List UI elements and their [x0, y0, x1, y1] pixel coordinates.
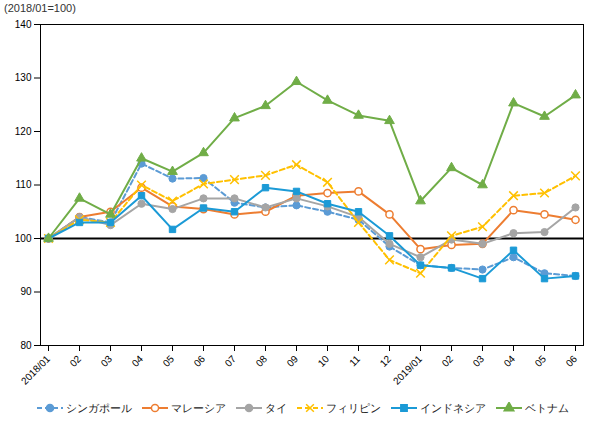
svg-text:04: 04	[502, 353, 518, 369]
svg-text:2019/01: 2019/01	[391, 353, 425, 387]
svg-text:100: 100	[15, 233, 32, 244]
svg-text:02: 02	[440, 353, 456, 369]
svg-text:05: 05	[533, 353, 549, 369]
html-text:マレーシア: マレーシア	[170, 401, 226, 414]
svg-text:120: 120	[15, 126, 32, 137]
html-text:インドネシア: インドネシア	[419, 401, 486, 414]
svg-text:05: 05	[161, 353, 177, 369]
html-text:(2018/01=100): (2018/01=100)	[4, 2, 76, 14]
svg-text:110: 110	[16, 179, 32, 190]
svg-text:2018/01: 2018/01	[19, 353, 53, 387]
svg-text:03: 03	[471, 353, 487, 369]
html-text:ベトナム: ベトナム	[524, 401, 569, 414]
svg-text:04: 04	[130, 353, 146, 369]
svg-text:12: 12	[378, 353, 394, 369]
svg-text:90: 90	[20, 286, 32, 297]
svg-text:02: 02	[68, 353, 84, 369]
svg-text:06: 06	[564, 353, 580, 369]
svg-text:10: 10	[316, 353, 332, 369]
svg-text:07: 07	[223, 353, 239, 369]
svg-text:11: 11	[347, 353, 362, 368]
svg-text:06: 06	[192, 353, 208, 369]
svg-text:09: 09	[285, 353, 301, 369]
svg-text:130: 130	[15, 72, 32, 83]
html-text:シンガポール: シンガポール	[65, 401, 132, 414]
svg-text:80: 80	[20, 340, 32, 351]
svg-text:140: 140	[15, 19, 32, 30]
svg-text:03: 03	[99, 353, 115, 369]
html-text:フィリピン: フィリピン	[325, 401, 381, 414]
html-text:タイ: タイ	[264, 401, 287, 414]
svg-text:08: 08	[254, 353, 270, 369]
